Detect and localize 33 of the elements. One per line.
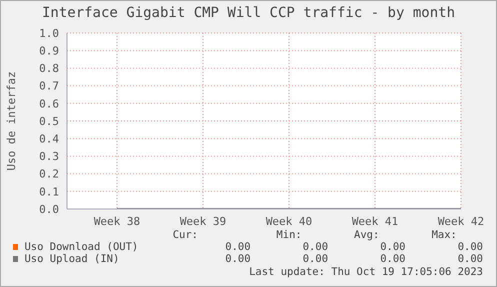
text: 0.00 [456,253,483,265]
y-axis-title: Uso de interfaz [4,71,18,171]
text: Max: [430,229,458,241]
text: Last update: Thu Oct 19 17:05:06 2023 [248,266,483,278]
y-tick-label: 0.1 [39,185,59,198]
y-tick-label: 0.4 [39,132,60,146]
text: Min: [275,229,303,241]
text: Cur: [172,229,199,241]
legend-label: Uso Upload (IN) [24,253,120,265]
legend-label: Uso Download (OUT) [24,241,140,253]
y-tick-label: 1.0 [39,26,59,40]
y-tick-label: 0.9 [39,44,59,58]
text: 0.00 [302,241,328,253]
y-tick-label: 0.3 [39,150,59,164]
x-tick-label: Week 39 [180,214,226,228]
text: 0.00 [224,253,251,265]
chart-title: Interface Gigabit CMP Will CCP traffic - by month [40,5,456,21]
x-tick-label: Week 42 [438,214,484,228]
y-tick-label: 0.8 [39,62,59,76]
y-tick-label: 0.0 [39,202,59,216]
text: 0.00 [379,241,406,253]
x-tick-label: Week 38 [94,214,140,228]
text: 0.00 [302,253,328,265]
y-tick-label: 0.6 [39,97,59,110]
y-tick-label: 0.2 [39,168,59,181]
y-tick-label: 0.5 [39,114,59,128]
text: 0.00 [224,241,251,253]
text: 0.00 [456,241,483,253]
x-tick-label: Week 41 [352,214,398,228]
text: Avg: [353,229,380,241]
x-tick-label: Week 40 [266,214,312,228]
y-tick-label: 0.7 [39,80,59,93]
text: 0.00 [379,253,406,265]
